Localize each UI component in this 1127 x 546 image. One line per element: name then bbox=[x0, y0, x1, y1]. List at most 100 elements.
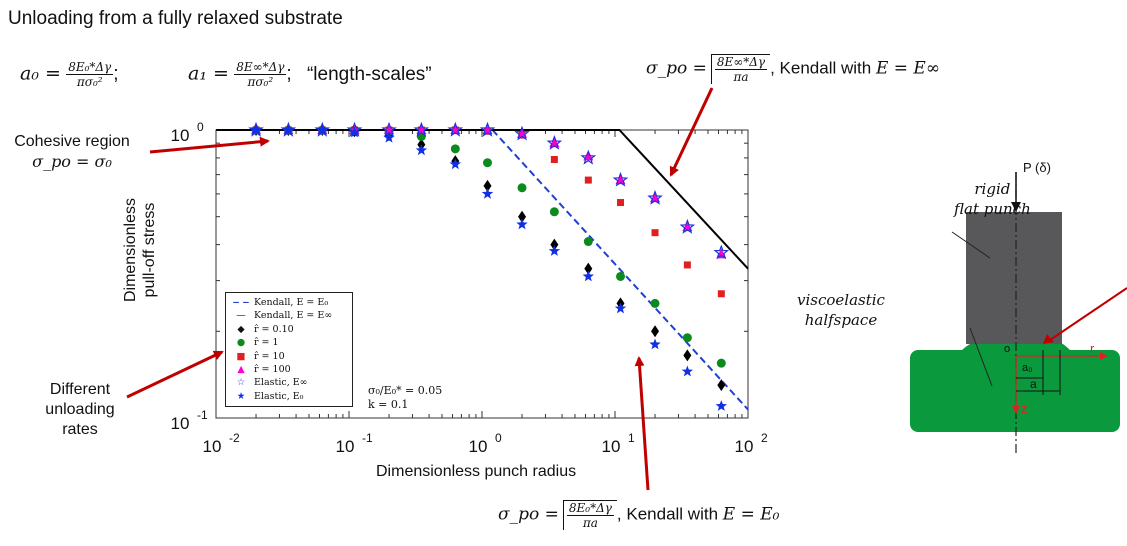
kendall-e0-line bbox=[491, 129, 749, 411]
flat-punch bbox=[966, 212, 1062, 344]
viscoelastic-label: viscoelastic halfspace bbox=[797, 290, 885, 330]
legend-label: Kendall, E = E∞ bbox=[254, 310, 333, 322]
data-point-triangle bbox=[716, 248, 727, 259]
length-scales-label: “length-scales” bbox=[306, 63, 432, 85]
legend-label: r̂ = 1 bbox=[254, 337, 279, 349]
unloading-rates-line1: Different bbox=[49, 381, 111, 398]
equation-a0-denominator: πσ₀² bbox=[76, 75, 103, 89]
punch-diagram bbox=[910, 172, 1127, 455]
circle-icon: ● bbox=[236, 337, 246, 349]
kendall-inf-arrow bbox=[669, 87, 714, 177]
legend-item: ‒ ‒ Kendall, E = E₀ bbox=[230, 296, 348, 309]
rigid-label: rigid bbox=[974, 180, 1011, 198]
cohesive-region-label: Cohesive region σ_po = σ₀ bbox=[2, 132, 142, 172]
data-point-circle bbox=[583, 237, 593, 247]
data-point-star-open bbox=[514, 125, 530, 141]
data-point-star-open bbox=[413, 121, 430, 137]
contact-arrow bbox=[1049, 287, 1127, 341]
data-point-square bbox=[651, 229, 659, 237]
kendall-inf-tail: , Kendall with bbox=[770, 58, 872, 78]
data-point-star bbox=[614, 302, 627, 314]
x-tick-label: 10 bbox=[602, 437, 621, 456]
kendall-0-numerator: 8E₀*Δγ bbox=[566, 501, 614, 516]
data-point-star-open bbox=[314, 121, 331, 137]
data-point-circle bbox=[716, 358, 726, 368]
kendall-0-sqrt: 8E₀*Δγ πa bbox=[562, 500, 617, 530]
slide-title: Unloading from a fully relaxed substrate bbox=[8, 8, 343, 29]
equation-a1-fraction: 8E∞*Δγ πσ₀² bbox=[234, 60, 287, 89]
x-axis-label: Dimensionless punch radius bbox=[376, 463, 577, 480]
legend-label: Kendall, E = E₀ bbox=[254, 297, 329, 308]
equation-a0-fraction: 8E₀*Δγ πσ₀² bbox=[66, 60, 114, 89]
legend-label: Elastic, E∞ bbox=[254, 377, 308, 389]
data-point-star-open bbox=[280, 121, 297, 137]
kendall-0-equation: σ_po = 8E₀*Δγ πa , Kendall with E = E₀ bbox=[498, 500, 779, 530]
data-point-star-open bbox=[580, 149, 597, 165]
rigid-punch-label: rigid flat punch bbox=[954, 179, 1031, 219]
r-arrow-icon bbox=[1100, 352, 1108, 360]
equation-a1-denominator: πσ₀² bbox=[247, 75, 274, 89]
data-point-star-open bbox=[647, 189, 663, 205]
equation-a0-tail: ; bbox=[113, 63, 119, 85]
data-point-diamond bbox=[518, 210, 527, 223]
open-star-icon: ☆ bbox=[236, 377, 246, 389]
data-point-circle bbox=[483, 158, 493, 168]
data-point-star bbox=[649, 338, 661, 350]
dashed-line-icon: ‒ ‒ bbox=[232, 297, 250, 308]
data-point-circle bbox=[549, 207, 559, 217]
rates-arrow bbox=[126, 350, 224, 399]
kendall-inf-lhs: σ_po = bbox=[646, 58, 707, 79]
x-tick-label: 10 bbox=[336, 437, 355, 456]
data-point-square bbox=[683, 261, 691, 269]
r-label: r bbox=[1090, 341, 1095, 356]
data-point-circle bbox=[450, 144, 460, 154]
data-point-diamond bbox=[550, 238, 559, 251]
viscoelastic-line2: halfspace bbox=[804, 311, 878, 329]
legend-label: r̂ = 0.10 bbox=[254, 323, 294, 335]
data-point-triangle bbox=[583, 150, 594, 161]
punch-leader bbox=[951, 231, 991, 259]
data-point-star-open bbox=[447, 121, 464, 137]
ratio-annotation: σ₀/E₀* = 0.05 bbox=[368, 384, 443, 397]
z-arrow-icon bbox=[1012, 406, 1020, 414]
viscoelastic-line1: viscoelastic bbox=[797, 291, 885, 309]
kendall-0-arrow bbox=[634, 356, 650, 491]
legend-label: Elastic, E₀ bbox=[254, 390, 304, 402]
kendall-inf-denominator: πa bbox=[733, 70, 749, 84]
x-tick-exponent: -1 bbox=[362, 431, 373, 445]
z-label: z bbox=[1021, 401, 1028, 416]
x-tick-exponent: 1 bbox=[628, 431, 635, 445]
data-point-circle bbox=[682, 333, 692, 343]
load-arrow-icon bbox=[1011, 202, 1021, 212]
x-tick-exponent: 0 bbox=[495, 431, 502, 445]
equation-a1-lhs: a₁ = bbox=[188, 62, 229, 85]
star-icon: ★ bbox=[236, 390, 246, 402]
y-tick-label: 10 bbox=[171, 126, 190, 145]
data-point-diamond bbox=[683, 349, 692, 362]
data-point-star-open bbox=[679, 218, 696, 234]
data-point-star bbox=[383, 131, 395, 143]
legend-label: r̂ = 100 bbox=[254, 364, 291, 376]
halfspace-block bbox=[910, 350, 1120, 432]
data-point-diamond bbox=[717, 379, 726, 392]
legend-item: ▲ r̂ = 100 bbox=[230, 363, 348, 376]
a0-label: a₀ bbox=[1022, 362, 1033, 374]
data-point-star bbox=[481, 187, 494, 199]
x-tick-label: 10 bbox=[469, 437, 488, 456]
data-point-star-open bbox=[479, 121, 496, 137]
solid-line-icon: — bbox=[236, 310, 246, 322]
data-point-star bbox=[316, 124, 328, 135]
kendall-inf-equation: σ_po = 8E∞*Δγ πa , Kendall with E = E∞ bbox=[646, 54, 940, 84]
legend-item: — Kendall, E = E∞ bbox=[230, 309, 348, 322]
data-point-star bbox=[548, 245, 561, 256]
legend-label: r̂ = 10 bbox=[254, 350, 285, 362]
equation-a0-numerator: 8E₀*Δγ bbox=[66, 60, 114, 75]
data-point-star bbox=[582, 270, 594, 282]
data-point-circle bbox=[650, 298, 660, 308]
equation-a1-tail: ; bbox=[286, 63, 292, 85]
kendall-einf-line bbox=[216, 129, 749, 270]
data-point-star-open bbox=[713, 244, 730, 260]
data-point-star bbox=[449, 158, 461, 170]
square-icon: ■ bbox=[236, 350, 246, 362]
